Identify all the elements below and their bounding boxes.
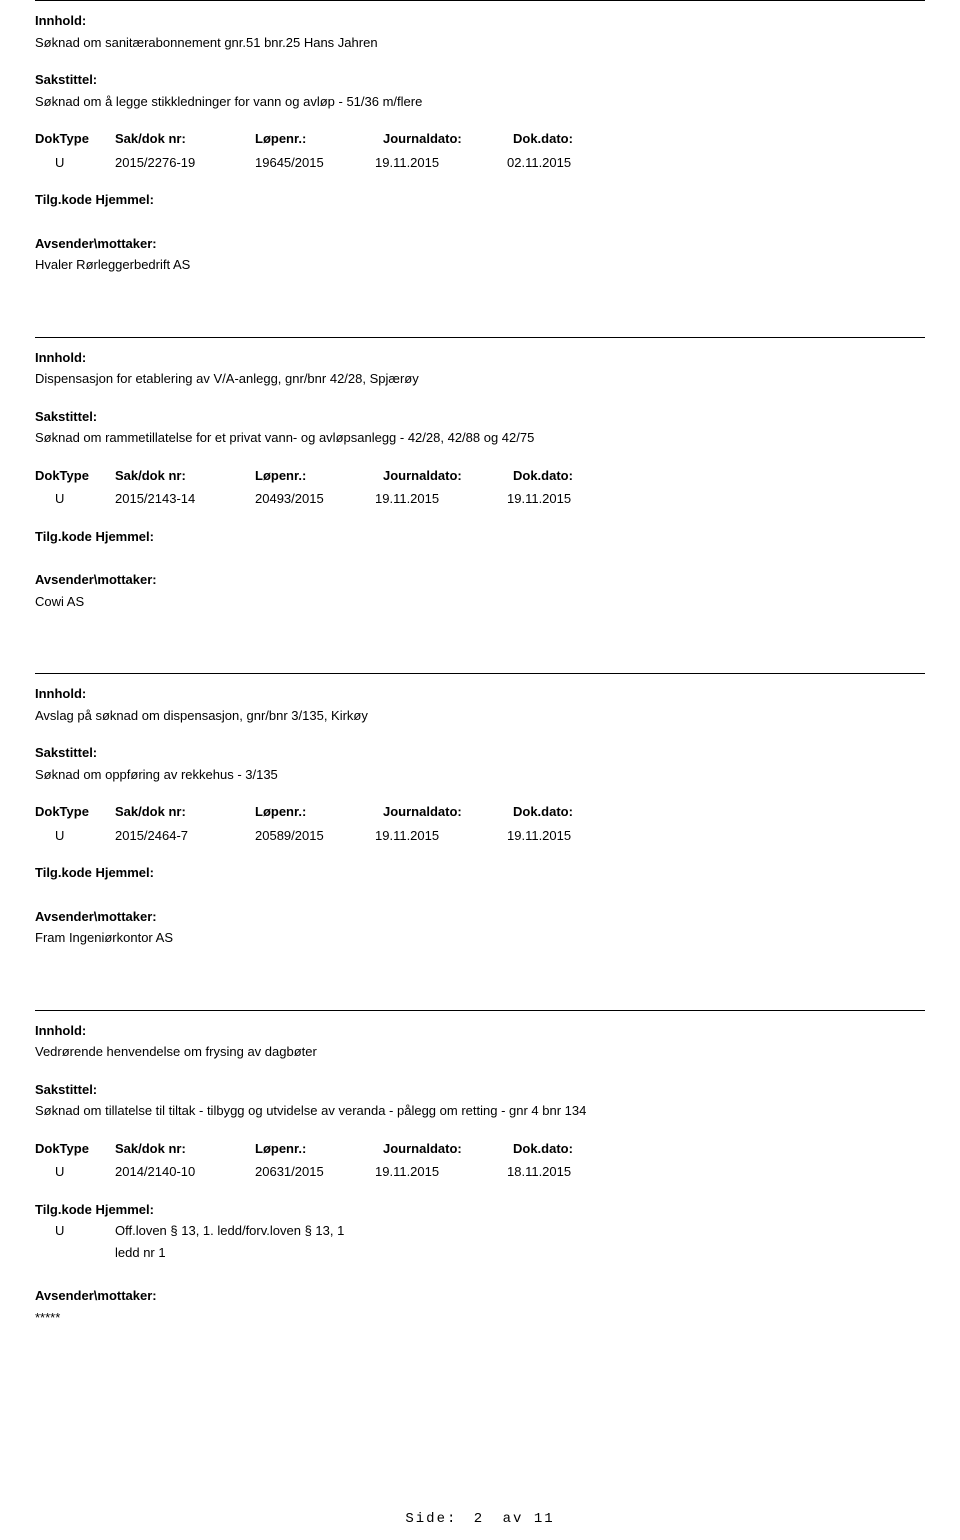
- value-doktype: U: [55, 489, 115, 509]
- tilg-text-value: Off.loven § 13, 1. ledd/forv.loven § 13,…: [115, 1221, 925, 1241]
- page-footer: Side: 2 av 11: [0, 1509, 960, 1540]
- tilgkode-span: Tilg.kode: [35, 1202, 92, 1217]
- footer-page-number: 2: [474, 1511, 482, 1527]
- tilgkode-label: Tilg.kode Hjemmel:: [35, 863, 925, 883]
- innhold-label: Innhold:: [35, 348, 925, 368]
- header-journaldato: Journaldato:: [383, 1139, 513, 1159]
- sakstittel-text: Søknad om å legge stikkledninger for van…: [35, 92, 925, 112]
- value-lopenr: 20589/2015: [255, 826, 375, 846]
- value-lopenr: 20493/2015: [255, 489, 375, 509]
- header-doktype: DokType: [35, 129, 115, 149]
- header-lopenr: Løpenr.:: [255, 466, 383, 486]
- footer-side-label: Side:: [405, 1511, 457, 1527]
- data-row: U 2015/2276-19 19645/2015 19.11.2015 02.…: [55, 153, 925, 173]
- header-doktype: DokType: [35, 466, 115, 486]
- innhold-text: Avslag på søknad om dispensasjon, gnr/bn…: [35, 706, 925, 726]
- hjemmel-span: Hjemmel:: [95, 529, 154, 544]
- header-doktype: DokType: [35, 802, 115, 822]
- value-lopenr: 20631/2015: [255, 1162, 375, 1182]
- header-lopenr: Løpenr.:: [255, 802, 383, 822]
- sakstittel-label: Sakstittel:: [35, 743, 925, 763]
- header-dokdato: Dok.dato:: [513, 466, 653, 486]
- sakstittel-label: Sakstittel:: [35, 407, 925, 427]
- header-lopenr: Løpenr.:: [255, 129, 383, 149]
- innhold-label: Innhold:: [35, 1021, 925, 1041]
- avsender-label: Avsender\mottaker:: [35, 1286, 925, 1306]
- column-headers: DokType Sak/dok nr: Løpenr.: Journaldato…: [35, 129, 925, 149]
- journal-record: Innhold: Søknad om sanitærabonnement gnr…: [0, 1, 960, 337]
- footer-av-label: av: [503, 1511, 524, 1527]
- column-headers: DokType Sak/dok nr: Løpenr.: Journaldato…: [35, 1139, 925, 1159]
- data-row: U 2015/2143-14 20493/2015 19.11.2015 19.…: [55, 489, 925, 509]
- footer-total-pages: 11: [534, 1511, 555, 1527]
- tilgkode-label: Tilg.kode Hjemmel:: [35, 527, 925, 547]
- avsender-text: Fram Ingeniørkontor AS: [35, 928, 925, 948]
- header-journaldato: Journaldato:: [383, 802, 513, 822]
- avsender-text: Cowi AS: [35, 592, 925, 612]
- value-journaldato: 19.11.2015: [375, 1162, 507, 1182]
- value-doktype: U: [55, 826, 115, 846]
- header-sakdok: Sak/dok nr:: [115, 1139, 255, 1159]
- innhold-label: Innhold:: [35, 684, 925, 704]
- header-journaldato: Journaldato:: [383, 129, 513, 149]
- tilg-ledd-value: ledd nr 1: [115, 1243, 925, 1263]
- tilgkode-label: Tilg.kode Hjemmel:: [35, 190, 925, 210]
- header-sakdok: Sak/dok nr:: [115, 466, 255, 486]
- innhold-text: Vedrørende henvendelse om frysing av dag…: [35, 1042, 925, 1062]
- avsender-text: *****: [35, 1308, 925, 1328]
- hjemmel-span: Hjemmel:: [95, 192, 154, 207]
- value-lopenr: 19645/2015: [255, 153, 375, 173]
- sakstittel-label: Sakstittel:: [35, 1080, 925, 1100]
- header-doktype: DokType: [35, 1139, 115, 1159]
- journal-record: Innhold: Vedrørende henvendelse om frysi…: [0, 1011, 960, 1390]
- innhold-label: Innhold:: [35, 11, 925, 31]
- header-lopenr: Løpenr.:: [255, 1139, 383, 1159]
- avsender-label: Avsender\mottaker:: [35, 570, 925, 590]
- value-doktype: U: [55, 153, 115, 173]
- value-journaldato: 19.11.2015: [375, 153, 507, 173]
- column-headers: DokType Sak/dok nr: Løpenr.: Journaldato…: [35, 466, 925, 486]
- value-journaldato: 19.11.2015: [375, 826, 507, 846]
- column-headers: DokType Sak/dok nr: Løpenr.: Journaldato…: [35, 802, 925, 822]
- value-dokdato: 19.11.2015: [507, 826, 647, 846]
- tilg-u-value: U: [55, 1221, 115, 1241]
- sakstittel-text: Søknad om oppføring av rekkehus - 3/135: [35, 765, 925, 785]
- innhold-text: Dispensasjon for etablering av V/A-anleg…: [35, 369, 925, 389]
- avsender-label: Avsender\mottaker:: [35, 907, 925, 927]
- avsender-text: Hvaler Rørleggerbedrift AS: [35, 255, 925, 275]
- avsender-label: Avsender\mottaker:: [35, 234, 925, 254]
- sakstittel-label: Sakstittel:: [35, 70, 925, 90]
- value-journaldato: 19.11.2015: [375, 489, 507, 509]
- value-dokdato: 18.11.2015: [507, 1162, 647, 1182]
- header-sakdok: Sak/dok nr:: [115, 802, 255, 822]
- journal-record: Innhold: Dispensasjon for etablering av …: [0, 338, 960, 674]
- value-sakdok: 2015/2143-14: [115, 489, 255, 509]
- journal-record: Innhold: Avslag på søknad om dispensasjo…: [0, 674, 960, 1010]
- value-sakdok: 2014/2140-10: [115, 1162, 255, 1182]
- sakstittel-text: Søknad om rammetillatelse for et privat …: [35, 428, 925, 448]
- innhold-text: Søknad om sanitærabonnement gnr.51 bnr.2…: [35, 33, 925, 53]
- tilgkode-span: Tilg.kode: [35, 865, 92, 880]
- header-dokdato: Dok.dato:: [513, 802, 653, 822]
- hjemmel-span: Hjemmel:: [95, 865, 154, 880]
- header-dokdato: Dok.dato:: [513, 129, 653, 149]
- header-journaldato: Journaldato:: [383, 466, 513, 486]
- value-sakdok: 2015/2276-19: [115, 153, 255, 173]
- tilgkode-row: U Off.loven § 13, 1. ledd/forv.loven § 1…: [55, 1221, 925, 1241]
- data-row: U 2014/2140-10 20631/2015 19.11.2015 18.…: [55, 1162, 925, 1182]
- tilgkode-span: Tilg.kode: [35, 192, 92, 207]
- tilgkode-span: Tilg.kode: [35, 529, 92, 544]
- header-dokdato: Dok.dato:: [513, 1139, 653, 1159]
- tilgkode-label: Tilg.kode Hjemmel:: [35, 1200, 925, 1220]
- value-sakdok: 2015/2464-7: [115, 826, 255, 846]
- hjemmel-span: Hjemmel:: [95, 1202, 154, 1217]
- value-doktype: U: [55, 1162, 115, 1182]
- value-dokdato: 19.11.2015: [507, 489, 647, 509]
- value-dokdato: 02.11.2015: [507, 153, 647, 173]
- sakstittel-text: Søknad om tillatelse til tiltak - tilbyg…: [35, 1101, 925, 1121]
- data-row: U 2015/2464-7 20589/2015 19.11.2015 19.1…: [55, 826, 925, 846]
- header-sakdok: Sak/dok nr:: [115, 129, 255, 149]
